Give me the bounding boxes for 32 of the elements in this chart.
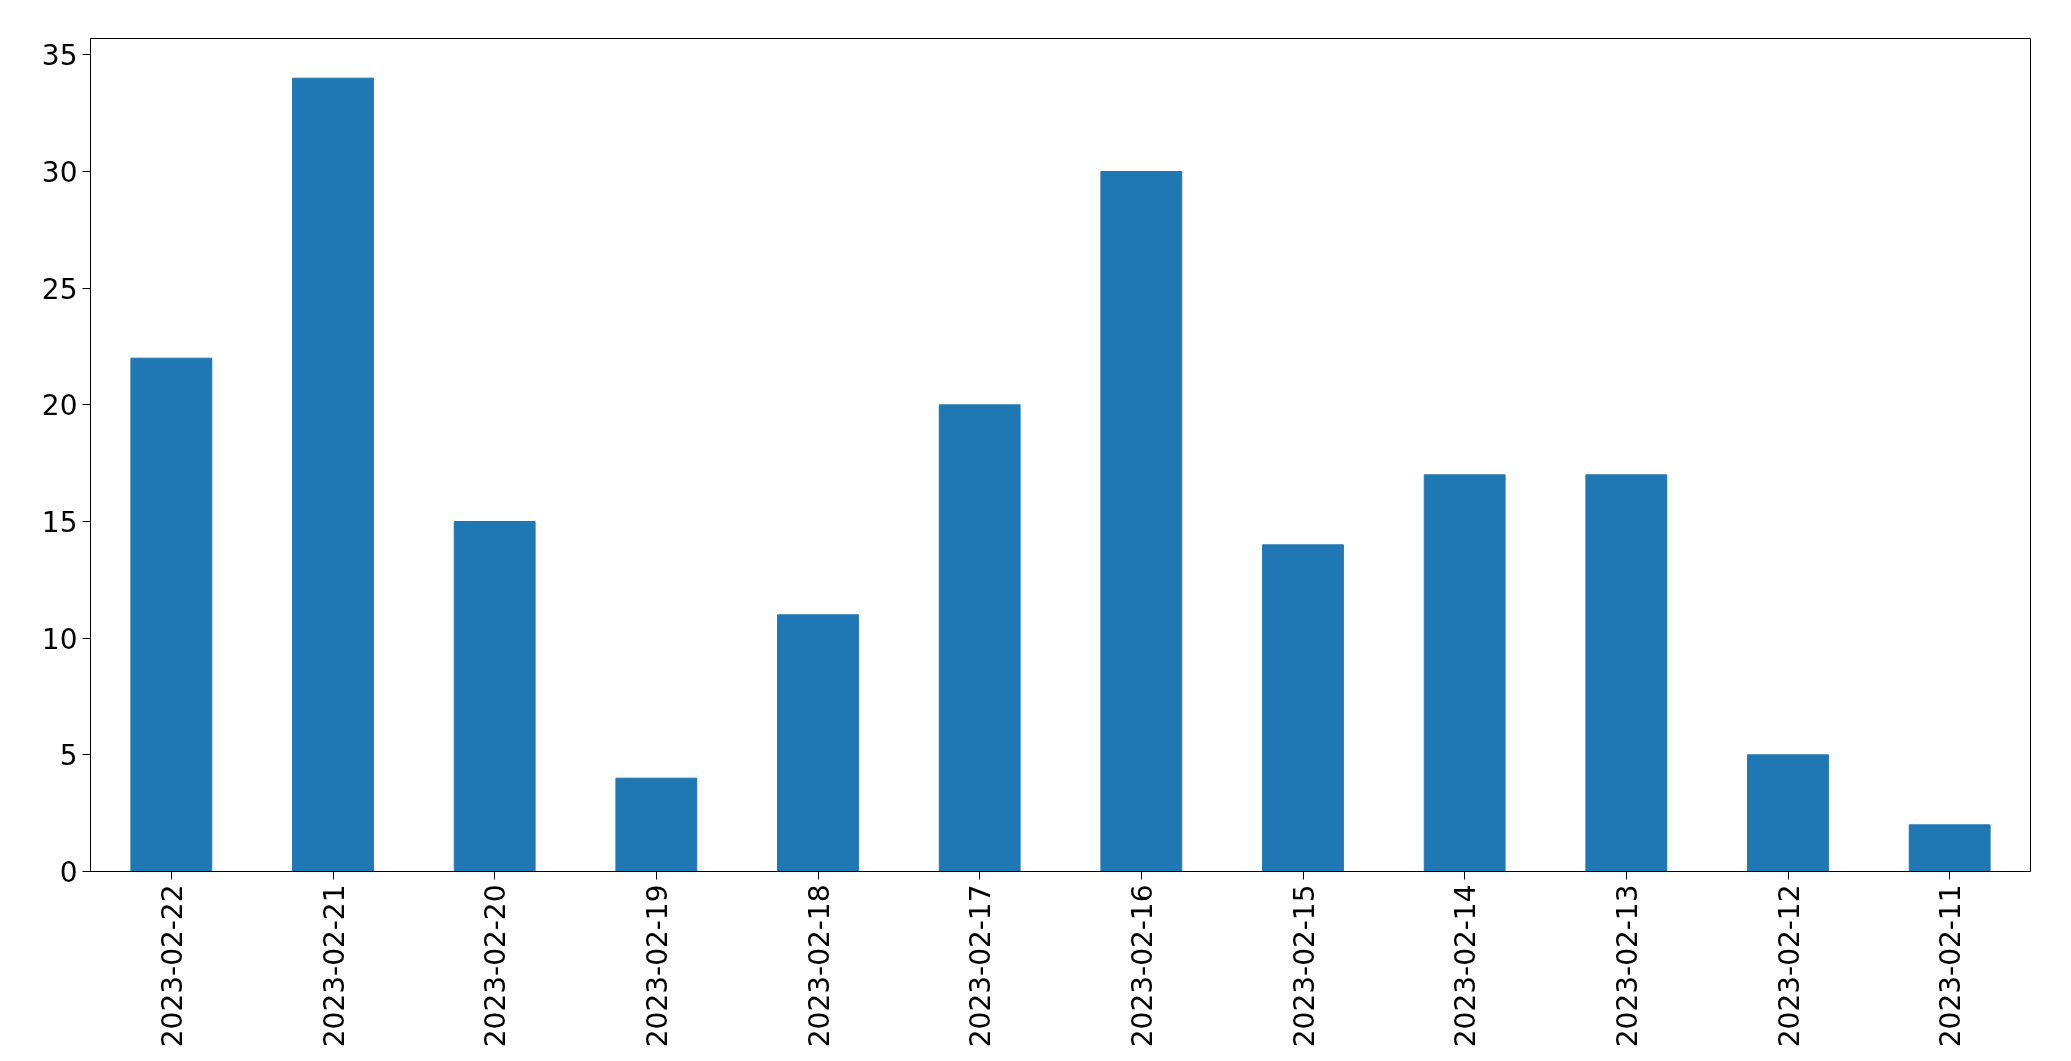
x-tick-label: 2023-02-13: [1610, 884, 1644, 1048]
x-tick-label: 2023-02-22: [155, 884, 189, 1048]
x-tick-label: 2023-02-21: [317, 884, 351, 1048]
y-tick-label: 35: [41, 39, 78, 73]
x-tick-label: 2023-02-17: [964, 884, 998, 1048]
bar: [130, 357, 213, 872]
bar: [1423, 474, 1506, 872]
y-tick-label: 25: [41, 272, 78, 306]
x-tick-label: 2023-02-19: [640, 884, 674, 1048]
y-tick-label: 30: [41, 156, 78, 189]
bar: [1747, 754, 1829, 872]
x-tick-label: 2023-02-14: [1449, 884, 1483, 1048]
x-tick-label: 2023-02-15: [1287, 884, 1321, 1048]
y-tick-label: 0: [59, 856, 78, 889]
bar: [1585, 474, 1668, 872]
y-tick-label: 10: [41, 622, 78, 656]
bar: [292, 77, 374, 872]
bar: [453, 521, 536, 872]
x-tick-label: 2023-02-12: [1772, 884, 1806, 1048]
bar: [1908, 824, 1991, 872]
x-tick-label: 2023-02-16: [1125, 884, 1159, 1048]
y-tick-label: 20: [41, 389, 78, 423]
x-tick-label: 2023-02-11: [1934, 884, 1968, 1048]
bar: [1262, 544, 1344, 872]
bar: [1100, 171, 1183, 872]
y-tick-label: 5: [59, 739, 78, 773]
y-tick-label: 15: [41, 506, 78, 539]
bar: [938, 404, 1021, 872]
x-tick-label: 2023-02-20: [479, 884, 513, 1048]
x-tick-label: 2023-02-18: [802, 884, 836, 1048]
bar: [615, 777, 698, 872]
bar: [777, 614, 859, 872]
